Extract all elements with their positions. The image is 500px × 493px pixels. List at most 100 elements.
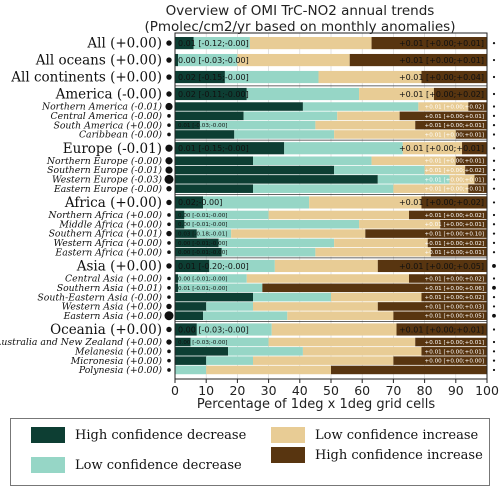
bar-segment-low-decrease (209, 259, 275, 273)
legend-item-low-decrease: Low confidence decrease (31, 457, 242, 473)
x-tick-label: 30 (261, 383, 277, 398)
row-label: Eastern Europe (-0.00) (53, 184, 162, 195)
legend-label-low-increase: Low confidence increase (315, 427, 479, 443)
bar-segment-low-decrease (253, 184, 394, 193)
row-label: Western Asia (+0.00) (62, 302, 163, 313)
bar-segment-high-increase (427, 238, 487, 248)
x-axis-label: Percentage of 1deg x 1deg grid cells (197, 397, 436, 412)
grid-size-dot (492, 223, 496, 226)
grid-size-dot (492, 285, 496, 290)
bar-segment-high-decrease (175, 247, 222, 257)
grid-size-dot (166, 199, 172, 206)
chart-title: Overview of OMI TrC-NO2 annual trends (166, 3, 435, 19)
grid-size-dot (492, 187, 496, 190)
bar-segment-high-increase (440, 220, 487, 229)
bar-row-africa (175, 196, 487, 209)
bar-row-all-continents (175, 70, 487, 84)
increase-annotation: +0.01 [+0.00;+0.02] (425, 168, 484, 174)
bar-segment-high-decrease (175, 323, 197, 336)
bar-segment-high-decrease (175, 120, 200, 130)
grid-size-dot (167, 358, 171, 363)
bar-segment-high-increase (409, 274, 487, 283)
bar-segment-low-decrease (196, 229, 232, 238)
row-label: Melanesia (+0.00) (74, 346, 162, 357)
bar-segment-low-increase (268, 210, 409, 220)
grid-size-dot (492, 232, 496, 235)
bar-segment-high-increase (468, 184, 487, 193)
bar-segment-low-increase (274, 259, 378, 273)
bar-row-south-eastern-asia (175, 292, 487, 302)
increase-annotation: +0.01 [+0.00;+0.03] (425, 304, 484, 310)
bar-segment-low-decrease (206, 356, 253, 365)
legend-item-high-increase: High confidence increase (271, 447, 483, 463)
decrease-annotation: 0.00 [-0.03;-0.00] (178, 340, 227, 346)
grid-size-dot (167, 132, 171, 137)
grid-size-dot (492, 75, 496, 79)
bar-segment-high-increase (371, 37, 487, 50)
bar-row-northern-america (175, 102, 487, 111)
bar-segment-low-increase (315, 247, 431, 257)
grid-size-dot (166, 326, 172, 333)
bar-segment-high-increase (421, 347, 487, 356)
row-label: Middle Africa (+0.00) (58, 219, 162, 230)
legend-item-low-increase: Low confidence increase (271, 427, 478, 443)
bar-segment-low-decrease (203, 311, 288, 321)
bar-row-eastern-europe (175, 184, 487, 193)
increase-annotation: +0.01 [+0.00;+0.05] (425, 314, 484, 320)
row-label: Western Africa (+0.00) (53, 238, 162, 249)
bar-segment-low-increase (249, 37, 372, 50)
bar-row-central-america (175, 111, 487, 121)
increase-annotation: +0.01 [+0.00;+0.06] (425, 286, 484, 292)
bar-segment-low-increase (315, 120, 416, 130)
bar-segment-high-increase (421, 292, 487, 302)
bar-row-southern-africa (175, 229, 487, 238)
bar-segment-high-decrease (175, 259, 210, 273)
row-label: America (-0.00) (55, 87, 162, 103)
bar-segment-low-increase (318, 70, 422, 84)
grid-size-dot (492, 178, 496, 181)
x-tick-label: 80 (417, 383, 433, 398)
legend-swatch-low-decrease (31, 457, 65, 473)
grid-size-dot (165, 102, 173, 111)
x-tick-label: 20 (229, 383, 245, 398)
grid-size-dot (492, 159, 496, 162)
x-tick-label: 10 (198, 383, 214, 398)
row-label: Northern America (-0.01) (41, 102, 162, 113)
increase-annotation: +0.01 [+0.00;+0.01] (425, 222, 484, 228)
bar-segment-high-increase (468, 102, 487, 111)
bar-segment-high-decrease (175, 130, 235, 139)
grid-size-dot (492, 92, 496, 96)
bar-row-southern-europe (175, 165, 487, 175)
x-tick-label: 0 (171, 383, 179, 398)
grid-size-dot (167, 241, 171, 245)
bar-row-northern-africa (175, 210, 487, 220)
bar-segment-low-increase (418, 102, 469, 111)
bar-segment-high-decrease (175, 229, 197, 238)
row-label: South-Eastern Asia (-0.00) (37, 292, 162, 303)
increase-annotation: +0.01 [+0.00;+0.10] (425, 232, 484, 238)
grid-size-dot (166, 263, 172, 269)
decrease-annotation: 0.03 [-0.18;-0.01] (178, 232, 227, 238)
row-label: All oceans (+0.00) (35, 53, 162, 69)
bar-segment-low-increase (334, 130, 456, 139)
row-label: Northern Africa (+0.00) (47, 210, 162, 221)
bar-segment-low-increase (337, 111, 400, 121)
increase-annotation: +0.01 [+0.00;+0.01] (425, 123, 484, 129)
x-tick-label: 50 (323, 383, 339, 398)
bar-segment-low-decrease (199, 120, 316, 130)
x-tick-label: 60 (354, 383, 370, 398)
bar-segment-high-increase (393, 311, 487, 321)
bar-segment-low-increase (334, 238, 428, 248)
increase-annotation: +0.01 [+0.00;+0.01] (399, 56, 484, 65)
bar-segment-low-increase (271, 323, 397, 336)
grid-size-dot (492, 340, 496, 344)
grid-size-dot (167, 349, 171, 354)
bar-row-middle-africa (175, 220, 487, 229)
bar-segment-high-increase (415, 337, 487, 347)
bar-segment-high-increase (262, 283, 487, 293)
bar-segment-low-decrease (178, 283, 263, 293)
grid-size-dot (166, 74, 172, 80)
bar-row-america (175, 87, 487, 101)
bar-segment-high-decrease (175, 165, 335, 175)
